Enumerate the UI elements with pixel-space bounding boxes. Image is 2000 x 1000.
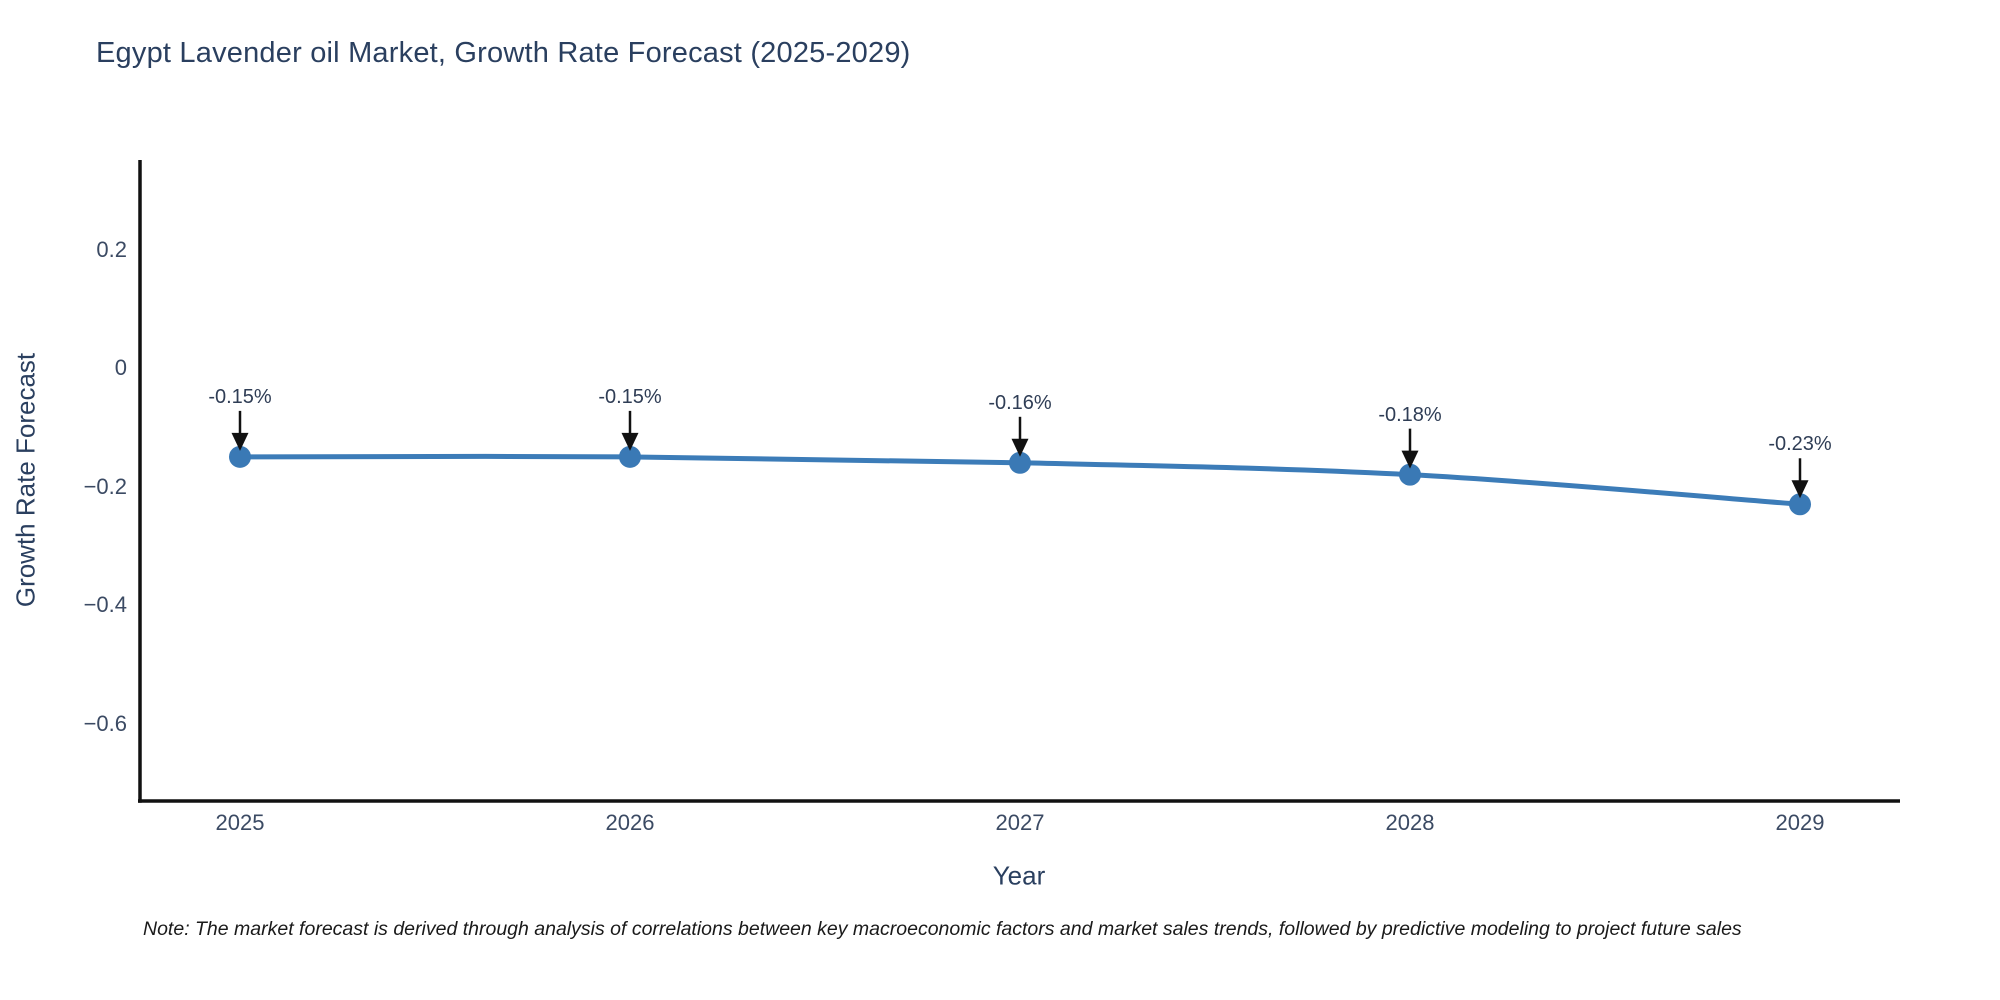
data-point-marker [229,445,251,468]
y-tick-label: 0 [114,355,127,380]
x-tick-label: 2028 [1385,810,1435,835]
data-point-value-label: -0.23% [1768,433,1832,456]
x-tick-label: 2025 [215,810,265,835]
annotation-arrowhead [231,432,249,451]
x-tick-label: 2027 [995,810,1045,835]
annotation-arrowhead [1791,480,1809,499]
data-point-marker [1789,493,1811,516]
data-point-value-label: -0.18% [1378,403,1442,426]
x-axis-title: Year [992,860,1046,891]
annotation-arrowhead [1401,450,1419,469]
data-point-value-label: -0.15% [208,385,272,408]
footnote: Note: The market forecast is derived thr… [143,918,1742,940]
x-tick-label: 2026 [605,810,655,835]
data-point-marker [1009,451,1031,474]
x-tick-label: 2029 [1775,810,1825,835]
annotation-arrowhead [621,432,639,451]
data-point-value-label: -0.16% [988,391,1052,414]
chart-title: Egypt Lavender oil Market, Growth Rate F… [96,37,911,69]
data-point-marker [1399,463,1421,486]
y-tick-label: 0.2 [96,236,127,262]
data-point-marker [619,445,641,468]
annotation-arrowhead [1011,438,1029,457]
y-tick-label: −0.6 [83,710,127,736]
y-tick-label: −0.4 [83,592,127,617]
data-point-value-label: -0.15% [598,385,662,408]
y-tick-label: −0.2 [83,473,127,499]
